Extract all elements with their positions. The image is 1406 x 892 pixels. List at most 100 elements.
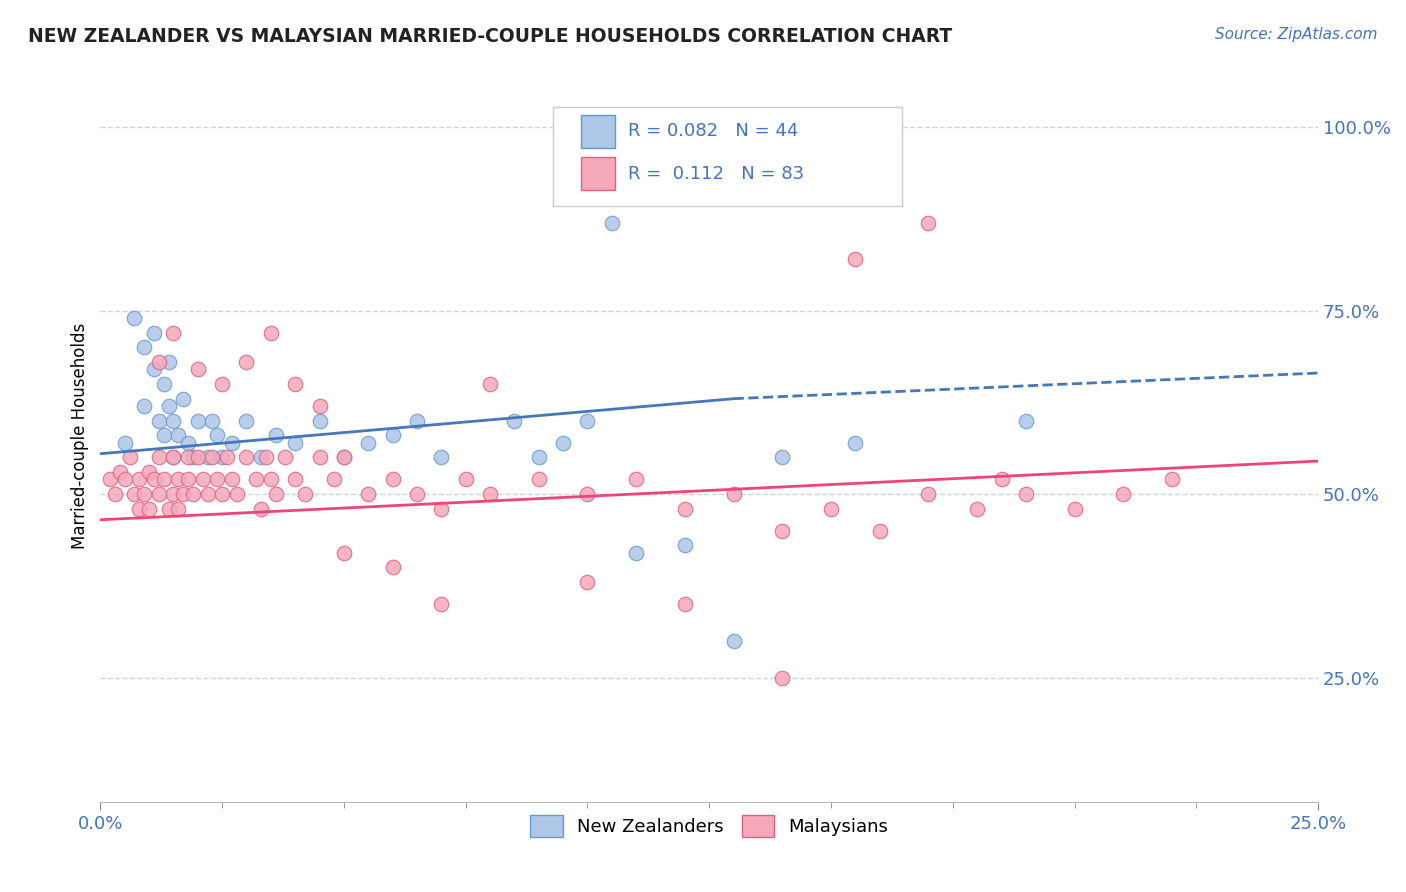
- Point: [284, 472, 307, 486]
- FancyBboxPatch shape: [554, 107, 901, 206]
- Point: [294, 487, 316, 501]
- Point: [221, 435, 243, 450]
- Point: [723, 633, 745, 648]
- Point: [869, 524, 891, 538]
- Point: [148, 487, 170, 501]
- Point: [254, 450, 277, 465]
- Point: [162, 414, 184, 428]
- Point: [576, 414, 599, 428]
- Point: [211, 377, 233, 392]
- Point: [114, 435, 136, 450]
- Point: [201, 450, 224, 465]
- Point: [770, 450, 793, 465]
- Point: [152, 428, 174, 442]
- Point: [820, 501, 842, 516]
- Point: [260, 472, 283, 486]
- Point: [128, 472, 150, 486]
- Point: [264, 428, 287, 442]
- Point: [172, 392, 194, 406]
- Point: [323, 472, 346, 486]
- Point: [673, 538, 696, 552]
- Point: [235, 414, 257, 428]
- Point: [1112, 487, 1135, 501]
- Point: [624, 472, 647, 486]
- Point: [333, 546, 356, 560]
- Point: [128, 501, 150, 516]
- Point: [770, 524, 793, 538]
- Point: [197, 487, 219, 501]
- Text: NEW ZEALANDER VS MALAYSIAN MARRIED-COUPLE HOUSEHOLDS CORRELATION CHART: NEW ZEALANDER VS MALAYSIAN MARRIED-COUPL…: [28, 27, 952, 45]
- Point: [114, 472, 136, 486]
- Point: [191, 472, 214, 486]
- Point: [308, 414, 330, 428]
- Point: [1015, 487, 1038, 501]
- Point: [333, 450, 356, 465]
- Point: [138, 501, 160, 516]
- Text: R = 0.082   N = 44: R = 0.082 N = 44: [627, 122, 799, 140]
- Point: [157, 399, 180, 413]
- Point: [157, 355, 180, 369]
- Point: [917, 216, 939, 230]
- Point: [264, 487, 287, 501]
- Point: [225, 487, 247, 501]
- Point: [245, 472, 267, 486]
- Point: [576, 575, 599, 590]
- Point: [172, 487, 194, 501]
- Point: [157, 501, 180, 516]
- Point: [844, 252, 866, 267]
- Point: [167, 472, 190, 486]
- Point: [118, 450, 141, 465]
- Point: [624, 546, 647, 560]
- Point: [162, 487, 184, 501]
- Point: [357, 435, 380, 450]
- Point: [250, 501, 273, 516]
- Point: [1015, 414, 1038, 428]
- Point: [162, 326, 184, 340]
- Point: [207, 428, 229, 442]
- Point: [124, 310, 146, 325]
- Point: [284, 377, 307, 392]
- Point: [381, 560, 404, 574]
- Point: [221, 472, 243, 486]
- Text: R =  0.112   N = 83: R = 0.112 N = 83: [627, 164, 804, 183]
- Point: [990, 472, 1012, 486]
- Point: [124, 487, 146, 501]
- Point: [152, 377, 174, 392]
- Point: [1161, 472, 1184, 486]
- Point: [430, 597, 453, 611]
- Bar: [581, 115, 616, 148]
- Point: [235, 450, 257, 465]
- Point: [187, 414, 209, 428]
- Point: [966, 501, 988, 516]
- Point: [211, 450, 233, 465]
- Point: [177, 450, 200, 465]
- Point: [723, 487, 745, 501]
- Point: [673, 597, 696, 611]
- Point: [600, 216, 623, 230]
- Point: [187, 362, 209, 376]
- Point: [284, 435, 307, 450]
- Point: [201, 414, 224, 428]
- Point: [181, 450, 204, 465]
- Point: [503, 414, 526, 428]
- Point: [134, 340, 156, 354]
- Point: [308, 450, 330, 465]
- Point: [576, 487, 599, 501]
- Text: Source: ZipAtlas.com: Source: ZipAtlas.com: [1215, 27, 1378, 42]
- Point: [430, 450, 453, 465]
- Point: [162, 450, 184, 465]
- Point: [138, 465, 160, 479]
- Point: [177, 472, 200, 486]
- Point: [553, 435, 575, 450]
- Point: [917, 487, 939, 501]
- Point: [770, 671, 793, 685]
- Point: [527, 472, 550, 486]
- Point: [187, 450, 209, 465]
- Point: [844, 435, 866, 450]
- Point: [104, 487, 127, 501]
- Point: [134, 399, 156, 413]
- Y-axis label: Married-couple Households: Married-couple Households: [72, 322, 89, 549]
- Point: [167, 501, 190, 516]
- Point: [207, 472, 229, 486]
- Point: [479, 487, 502, 501]
